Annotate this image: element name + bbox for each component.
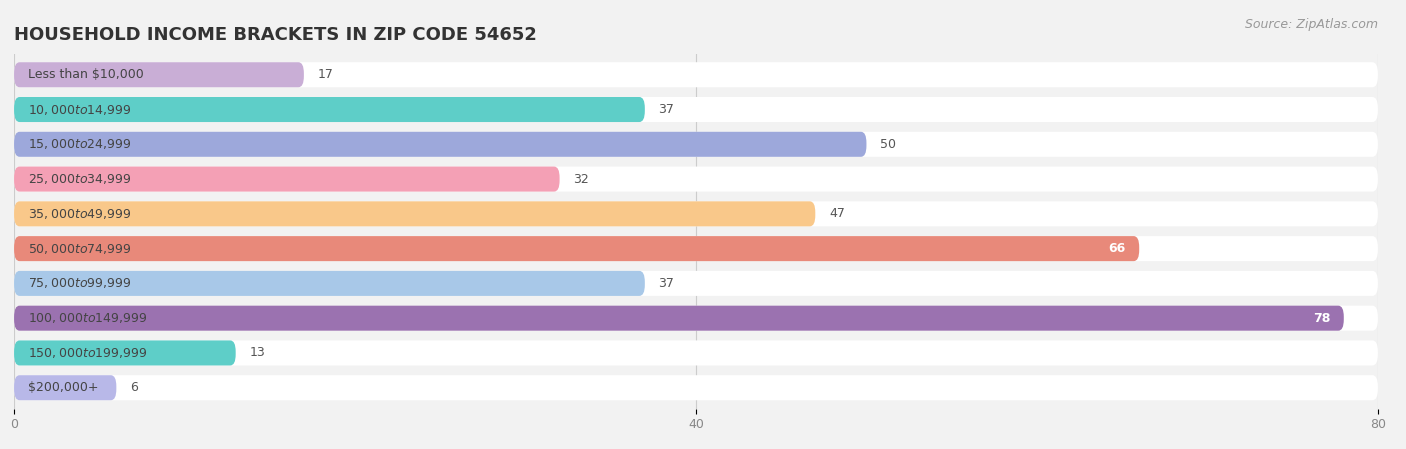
FancyBboxPatch shape — [14, 306, 1344, 331]
Text: 32: 32 — [574, 172, 589, 185]
Text: 13: 13 — [249, 347, 266, 360]
FancyBboxPatch shape — [14, 167, 1378, 192]
Text: $25,000 to $34,999: $25,000 to $34,999 — [28, 172, 131, 186]
Text: 47: 47 — [830, 207, 845, 220]
FancyBboxPatch shape — [14, 97, 1378, 122]
FancyBboxPatch shape — [14, 271, 645, 296]
Text: $10,000 to $14,999: $10,000 to $14,999 — [28, 102, 131, 117]
FancyBboxPatch shape — [14, 236, 1378, 261]
Text: $100,000 to $149,999: $100,000 to $149,999 — [28, 311, 148, 325]
FancyBboxPatch shape — [14, 306, 1378, 331]
Text: $200,000+: $200,000+ — [28, 381, 98, 394]
FancyBboxPatch shape — [14, 201, 815, 226]
FancyBboxPatch shape — [14, 132, 866, 157]
Text: Source: ZipAtlas.com: Source: ZipAtlas.com — [1244, 18, 1378, 31]
Text: HOUSEHOLD INCOME BRACKETS IN ZIP CODE 54652: HOUSEHOLD INCOME BRACKETS IN ZIP CODE 54… — [14, 26, 537, 44]
FancyBboxPatch shape — [14, 201, 1378, 226]
FancyBboxPatch shape — [14, 340, 1378, 365]
FancyBboxPatch shape — [14, 132, 1378, 157]
Text: 37: 37 — [658, 103, 675, 116]
Text: $150,000 to $199,999: $150,000 to $199,999 — [28, 346, 148, 360]
FancyBboxPatch shape — [14, 375, 1378, 400]
Text: 66: 66 — [1108, 242, 1126, 255]
Text: $50,000 to $74,999: $50,000 to $74,999 — [28, 242, 131, 255]
FancyBboxPatch shape — [14, 271, 1378, 296]
Text: 37: 37 — [658, 277, 675, 290]
FancyBboxPatch shape — [14, 375, 117, 400]
FancyBboxPatch shape — [14, 62, 1378, 87]
Text: 6: 6 — [129, 381, 138, 394]
Text: $35,000 to $49,999: $35,000 to $49,999 — [28, 207, 131, 221]
FancyBboxPatch shape — [14, 236, 1139, 261]
Text: $15,000 to $24,999: $15,000 to $24,999 — [28, 137, 131, 151]
Text: 78: 78 — [1313, 312, 1330, 325]
FancyBboxPatch shape — [14, 167, 560, 192]
Text: $75,000 to $99,999: $75,000 to $99,999 — [28, 277, 131, 291]
Text: 17: 17 — [318, 68, 333, 81]
Text: Less than $10,000: Less than $10,000 — [28, 68, 143, 81]
FancyBboxPatch shape — [14, 62, 304, 87]
FancyBboxPatch shape — [14, 97, 645, 122]
FancyBboxPatch shape — [14, 340, 236, 365]
Text: 50: 50 — [880, 138, 896, 151]
